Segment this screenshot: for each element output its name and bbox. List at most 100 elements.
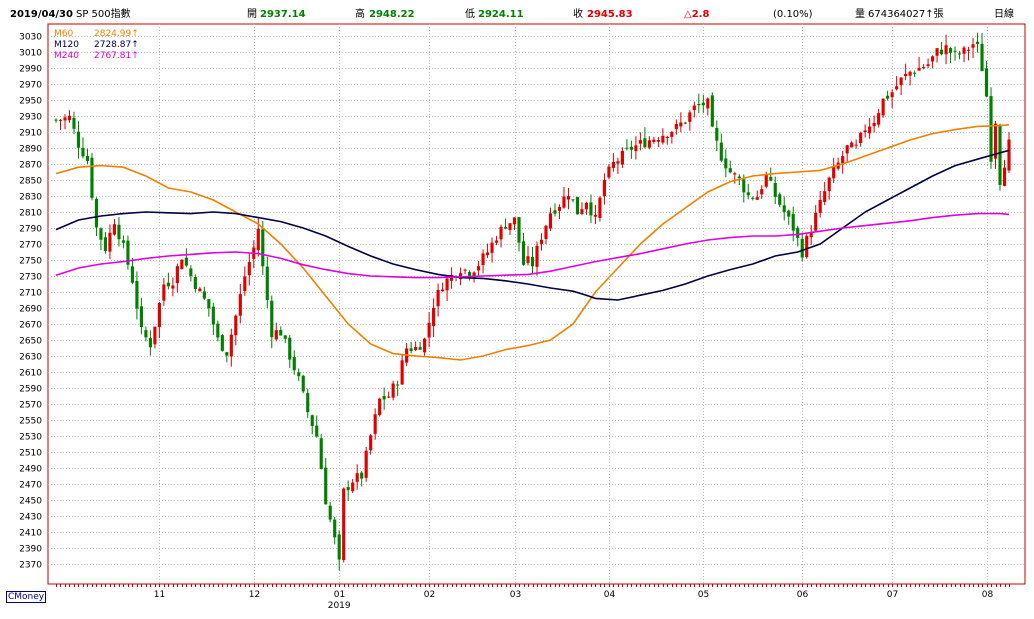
candle-body: [153, 326, 157, 345]
candle-body: [611, 161, 615, 168]
candle-body: [863, 130, 867, 133]
candle-body: [760, 189, 764, 195]
candle-body: [117, 224, 121, 240]
candle-body: [998, 125, 1002, 185]
candle-body: [778, 194, 782, 205]
x-tick-label: 01: [334, 590, 345, 600]
y-tick-label: 2550: [19, 417, 42, 427]
candle-body: [414, 347, 418, 350]
y-tick-label: 2830: [19, 193, 42, 203]
year-label: 2019: [328, 601, 351, 611]
y-tick-label: 2970: [19, 81, 42, 91]
candle-body: [121, 240, 126, 243]
candle-body: [571, 199, 575, 201]
candle-body: [157, 303, 161, 328]
low-value: 2924.11: [478, 9, 524, 20]
candle-body: [193, 276, 197, 290]
candle-body: [387, 396, 391, 398]
candle-body: [261, 229, 265, 267]
candle-body: [787, 210, 791, 217]
candle-body: [423, 338, 427, 353]
y-tick-label: 3030: [19, 33, 42, 43]
candle-body: [162, 284, 166, 301]
candle-body: [526, 256, 530, 263]
y-tick-label: 2750: [19, 257, 42, 267]
candle-body: [427, 322, 431, 338]
candle-body: [683, 122, 687, 124]
candle-body: [103, 237, 108, 252]
candle-body: [90, 157, 94, 198]
candle-body: [868, 126, 872, 134]
candle-body: [895, 86, 899, 90]
candle-body: [665, 136, 669, 139]
close-value: 2945.83: [587, 9, 633, 20]
legend-m240-name: M240: [54, 51, 79, 61]
candle-body: [566, 196, 571, 200]
legend-m240-value: 2767.81↑: [94, 51, 139, 61]
candle-body: [823, 191, 827, 202]
candle-body: [1007, 139, 1011, 171]
y-tick-label: 2470: [19, 481, 42, 491]
candle-body: [975, 41, 980, 44]
y-tick-label: 2670: [19, 321, 42, 331]
candle-body: [54, 119, 58, 121]
candle-body: [130, 266, 134, 283]
candle-body: [535, 245, 539, 267]
y-tick-label: 2850: [19, 177, 42, 187]
candle-body: [742, 179, 746, 193]
candle-body: [333, 519, 337, 538]
candle-body: [512, 217, 517, 225]
y-tick-label: 2530: [19, 433, 42, 443]
candle-body: [791, 213, 795, 231]
candle-body: [481, 253, 485, 266]
candle-body: [247, 262, 251, 276]
candle-body: [602, 179, 606, 196]
candle-body: [432, 307, 436, 326]
y-tick-label: 2590: [19, 385, 42, 395]
candle-body: [521, 241, 526, 265]
candle-body: [598, 197, 602, 218]
candle-body: [539, 239, 544, 244]
candle-body: [270, 300, 274, 338]
candle-body: [76, 131, 81, 148]
candle-body: [283, 335, 287, 339]
y-tick-label: 2930: [19, 113, 42, 123]
candle-body: [202, 291, 206, 299]
candle-body: [373, 414, 377, 434]
candle-body: [1002, 167, 1007, 186]
candle-body: [99, 228, 103, 240]
candle-body: [854, 144, 858, 146]
candle-body: [755, 197, 759, 200]
high-value: 2948.22: [369, 9, 415, 20]
candle-body: [324, 467, 328, 505]
candle-body: [342, 488, 346, 561]
x-tick-label: 08: [982, 590, 994, 600]
candle-body: [796, 227, 800, 238]
candle-body: [499, 226, 503, 240]
candle-body: [503, 227, 508, 229]
candle-body: [382, 396, 386, 400]
candle-body: [288, 337, 292, 360]
candle-body: [957, 53, 962, 55]
candle-body: [904, 73, 908, 77]
candle-body: [746, 192, 750, 196]
candle-body: [467, 271, 472, 277]
candle-body: [297, 372, 301, 377]
candle-body: [984, 68, 989, 97]
candle-body: [661, 135, 665, 143]
candle-body: [737, 176, 741, 179]
symbol-name: SP 500指數: [76, 9, 131, 20]
candle-body: [845, 145, 849, 154]
y-tick-label: 2450: [19, 497, 42, 507]
candle-body: [805, 235, 809, 258]
candle-body: [859, 132, 863, 144]
candle-body: [144, 330, 148, 338]
open-label: 開: [247, 9, 257, 20]
y-tick-label: 2570: [19, 401, 42, 411]
open-value: 2937.14: [260, 9, 306, 20]
candle-body: [364, 450, 368, 478]
x-tick-label: 03: [510, 590, 521, 600]
x-tick-label: 04: [604, 590, 616, 600]
change-value: △2.8: [684, 9, 710, 20]
